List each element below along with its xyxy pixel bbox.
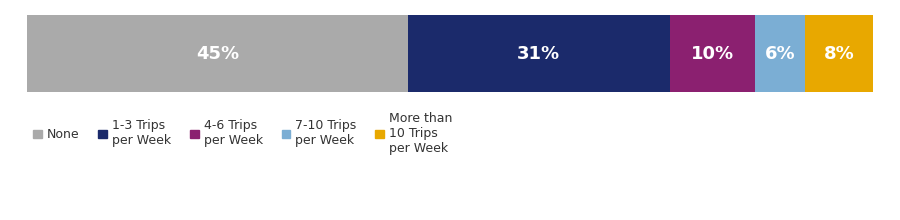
- Bar: [670, 15, 754, 92]
- Text: 6%: 6%: [765, 45, 796, 63]
- Text: 31%: 31%: [518, 45, 561, 63]
- Text: 8%: 8%: [824, 45, 854, 63]
- Text: 10%: 10%: [690, 45, 734, 63]
- Bar: [27, 15, 408, 92]
- Bar: [408, 15, 670, 92]
- Legend: None, 1-3 Trips
per Week, 4-6 Trips
per Week, 7-10 Trips
per Week, More than
10 : None, 1-3 Trips per Week, 4-6 Trips per …: [33, 112, 453, 155]
- Text: 45%: 45%: [196, 45, 238, 63]
- Bar: [806, 15, 873, 92]
- Bar: [754, 15, 806, 92]
